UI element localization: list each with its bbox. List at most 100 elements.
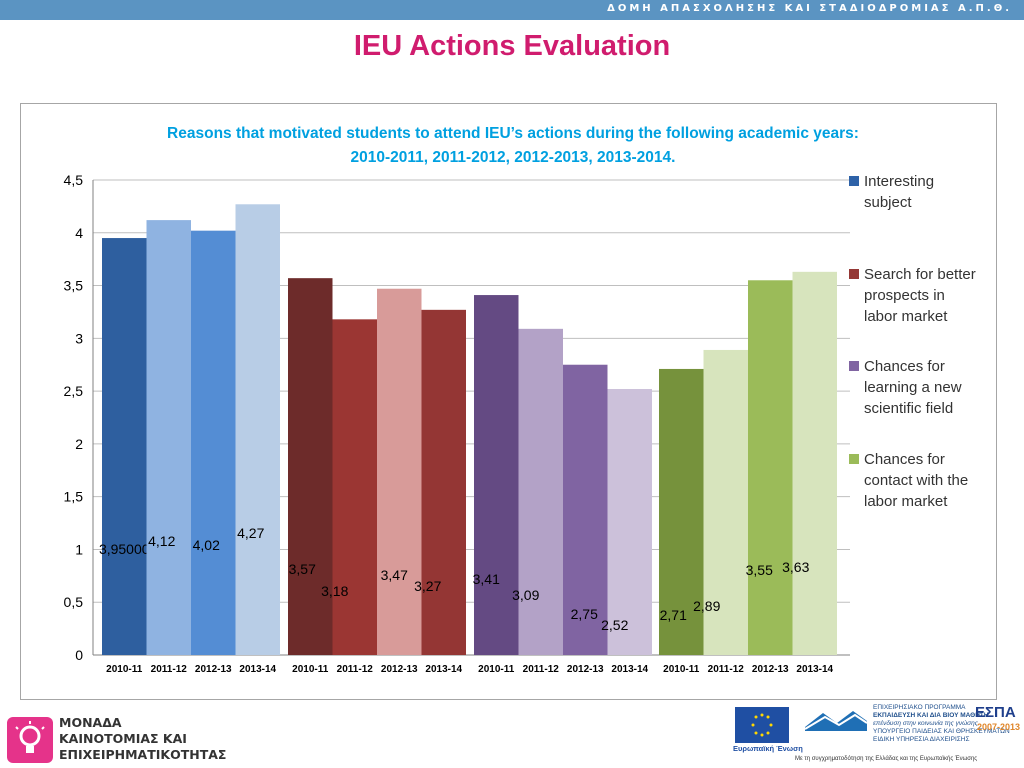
legend-label: subject: [864, 194, 912, 211]
legend-label: labor market: [864, 493, 948, 510]
ministry-text: ΥΠΟΥΡΓΕΙΟ ΠΑΙΔΕΙΑΣ ΚΑΙ ΘΡΗΣΚΕΥΜΑΤΩΝ ΕΙΔΙ…: [873, 728, 1010, 744]
bar: [235, 204, 280, 655]
ministry-line: ΕΙΔΙΚΗ ΥΠΗΡΕΣΙΑ ΔΙΑΧΕΙΡΙΣΗΣ: [873, 736, 970, 743]
x-tick-label: 2010-11: [663, 664, 700, 675]
bar: [421, 309, 466, 655]
data-label: 2,89: [693, 598, 720, 614]
data-label: 3,63: [782, 559, 809, 575]
data-label: 2,52: [601, 617, 628, 633]
unit-name: ΜΟΝΑΔΑ ΚΑΙΝΟΤΟΜΙΑΣ ΚΑΙ ΕΠΙΧΕΙΡΗΜΑΤΙΚΟΤΗΤ…: [59, 715, 226, 763]
bar: [792, 271, 837, 655]
data-label: 3,27: [414, 578, 441, 594]
bar: [332, 319, 377, 655]
ministry-line: ΥΠΟΥΡΓΕΙΟ ΠΑΙΔΕΙΑΣ ΚΑΙ ΘΡΗΣΚΕΥΜΑΤΩΝ: [873, 728, 1010, 735]
data-label: 3,18: [321, 583, 348, 599]
data-label: 4,27: [237, 525, 264, 541]
y-tick-label: 1,5: [64, 489, 84, 505]
legend-swatch: [849, 361, 859, 371]
eu-flag-icon: [735, 707, 789, 743]
x-tick-label: 2010-11: [106, 664, 143, 675]
data-label: 3,55: [746, 562, 773, 578]
espa-years: 2007-2013: [977, 722, 1021, 732]
x-tick-label: 2012-13: [381, 664, 418, 675]
y-tick-label: 2,5: [64, 383, 84, 399]
education-program-logo-icon: [803, 705, 869, 735]
legend-label: Chances for: [864, 451, 945, 468]
cofunding-text: Με τη συγχρηματοδότηση της Ελλάδας και τ…: [795, 756, 978, 762]
x-tick-label: 2013-14: [239, 664, 276, 675]
x-tick-label: 2010-11: [478, 664, 515, 675]
y-tick-label: 4,5: [64, 172, 84, 188]
x-tick-label: 2013-14: [425, 664, 462, 675]
program-line: ΕΠΙΧΕΙΡΗΣΙΑΚΟ ΠΡΟΓΡΑΜΜΑ: [873, 704, 966, 711]
bar: [288, 278, 333, 655]
x-tick-label: 2011-12: [708, 664, 745, 675]
legend-swatch: [849, 269, 859, 279]
chart: Reasons that motivated students to atten…: [64, 125, 976, 675]
data-label: 3,57: [289, 561, 316, 577]
bar: [703, 349, 748, 655]
x-tick-label: 2013-14: [611, 664, 648, 675]
org-name: ΔΟΜΗ ΑΠΑΣΧΟΛΗΣΗΣ ΚΑΙ ΣΤΑΔΙΟΔΡΟΜΙΑΣ Α.Π.Θ…: [607, 3, 1012, 14]
y-tick-label: 2: [75, 436, 83, 452]
unit-name-line: ΚΑΙΝΟΤΟΜΙΑΣ ΚΑΙ: [59, 731, 187, 746]
data-label: 3,95000: [99, 541, 150, 557]
bar: [607, 389, 652, 655]
y-tick-label: 1: [75, 541, 83, 557]
x-tick-label: 2012-13: [752, 664, 789, 675]
legend-label: contact with the: [864, 472, 968, 489]
data-label: 3,47: [381, 567, 408, 583]
x-tick-label: 2012-13: [567, 664, 604, 675]
y-tick-label: 0: [75, 647, 83, 663]
program-line: επένδυση στην κοινωνία της γνώσης: [873, 720, 978, 727]
legend-label: labor market: [864, 308, 948, 325]
bar: [659, 368, 704, 655]
unit-name-line: ΕΠΙΧΕΙΡΗΜΑΤΙΚΟΤΗΤΑΣ: [59, 747, 227, 762]
bar: [748, 280, 793, 655]
bar: [146, 220, 191, 655]
data-label: 2,71: [660, 607, 687, 623]
x-tick-label: 2010-11: [292, 664, 329, 675]
x-tick-label: 2013-14: [796, 664, 833, 675]
espa-logo: ΕΣΠΑ 2007-2013: [955, 704, 1023, 748]
x-tick-label: 2011-12: [151, 664, 188, 675]
chart-frame: Reasons that motivated students to atten…: [20, 103, 997, 700]
bar: [102, 238, 147, 656]
lightbulb-logo-icon: [7, 717, 53, 763]
data-label: 3,41: [473, 571, 500, 587]
x-tick-label: 2011-12: [337, 664, 374, 675]
legend-label: Chances for: [864, 358, 945, 375]
legend-label: Search for better: [864, 266, 976, 283]
unit-name-line: ΜΟΝΑΔΑ: [59, 715, 122, 730]
program-text: ΕΠΙΧΕΙΡΗΣΙΑΚΟ ΠΡΟΓΡΑΜΜΑ ΕΚΠΑΙΔΕΥΣΗ ΚΑΙ Δ…: [873, 704, 989, 728]
chart-title: Reasons that motivated students to atten…: [167, 125, 859, 142]
header-bar: ΔΟΜΗ ΑΠΑΣΧΟΛΗΣΗΣ ΚΑΙ ΣΤΑΔΙΟΔΡΟΜΙΑΣ Α.Π.Θ…: [0, 0, 1024, 20]
legend-swatch: [849, 454, 859, 464]
bar: [377, 288, 422, 655]
y-tick-label: 4: [75, 225, 83, 241]
y-tick-label: 0,5: [64, 594, 84, 610]
eu-label: Ευρωπαϊκή Ένωση: [733, 744, 803, 753]
bar: [191, 230, 236, 655]
y-tick-label: 3: [75, 330, 83, 346]
bar: [563, 364, 608, 655]
program-line: ΕΚΠΑΙΔΕΥΣΗ ΚΑΙ ΔΙΑ ΒΙΟΥ ΜΑΘΗΣΗ: [873, 712, 989, 719]
legend-swatch: [849, 176, 859, 186]
legend-label: prospects in: [864, 287, 945, 304]
legend-label: Interesting: [864, 173, 934, 190]
legend-label: learning a new: [864, 379, 962, 396]
footer-sponsor-logos: Ευρωπαϊκή Ένωση ΕΠΙΧΕΙΡΗΣΙΑΚΟ ΠΡΟΓΡΑΜΜΑ …: [733, 702, 1023, 768]
bar: [474, 295, 519, 655]
data-label: 4,12: [148, 533, 175, 549]
y-tick-label: 3,5: [64, 278, 84, 294]
page-title: IEU Actions Evaluation: [353, 30, 671, 62]
footer-unit-logo: ΜΟΝΑΔΑ ΚΑΙΝΟΤΟΜΙΑΣ ΚΑΙ ΕΠΙΧΕΙΡΗΜΑΤΙΚΟΤΗΤ…: [7, 714, 237, 764]
data-label: 4,02: [193, 537, 220, 553]
x-tick-label: 2011-12: [523, 664, 560, 675]
bar: [518, 328, 563, 655]
legend-label: scientific field: [864, 400, 953, 417]
espa-title: ΕΣΠΑ: [975, 704, 1016, 721]
x-tick-label: 2012-13: [195, 664, 232, 675]
data-label: 2,75: [571, 606, 598, 622]
data-label: 3,09: [512, 587, 539, 603]
